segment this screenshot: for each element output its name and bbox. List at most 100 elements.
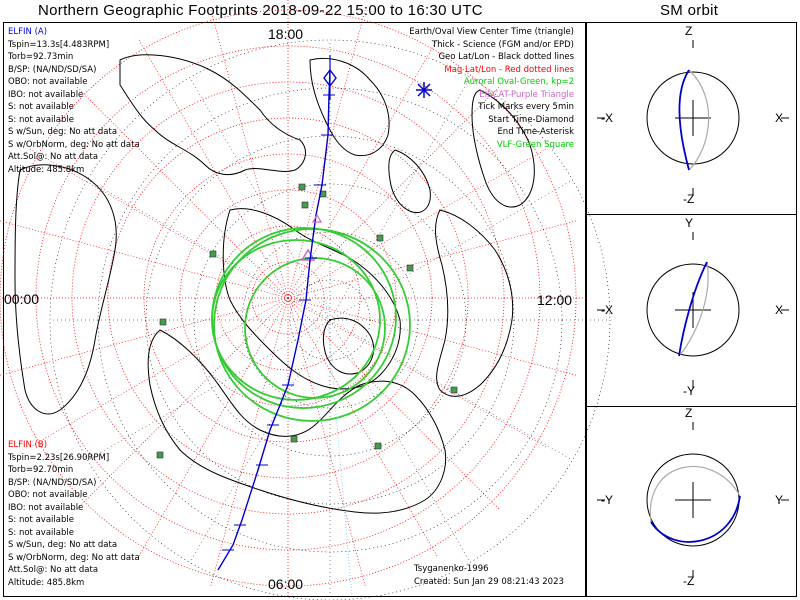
legend-entry: End Time-Asterisk xyxy=(497,127,574,137)
orbit-backside xyxy=(678,261,709,357)
elfin-a-info-line: IBO: not available xyxy=(8,89,84,100)
end-asterisk xyxy=(416,82,432,98)
mag-lon-line xyxy=(137,38,289,299)
geo-lon-line xyxy=(189,319,331,563)
geo-lon-line xyxy=(329,179,573,321)
elfin-a-info-line: Att.Sol@: No att data xyxy=(8,152,99,162)
elfin-a-info-line: S: not available xyxy=(8,114,74,125)
vlf-square xyxy=(374,442,382,450)
elfin-a-info-line: Tspin=13.3s[4.483RPM] xyxy=(8,39,110,50)
mag-lon-line xyxy=(287,297,439,558)
mlt-label-bottom: 06:00 xyxy=(268,576,304,592)
orbit-panel-1 xyxy=(597,40,789,196)
orbit-plots xyxy=(597,40,789,578)
orbit-frame-3 xyxy=(586,406,797,597)
track-ticks xyxy=(222,94,335,551)
mag-lon-line xyxy=(28,147,289,299)
mlt-label-right: 12:00 xyxy=(537,292,573,308)
landmass xyxy=(14,164,117,415)
landmass xyxy=(309,57,390,157)
landmass xyxy=(119,54,306,176)
mag-lon-line xyxy=(75,85,289,299)
orbit-axis-label-bottom: -Y xyxy=(683,384,695,398)
legend-entry: Start Time-Diamond xyxy=(488,114,574,125)
elfin-b-info-line: S w/Sun, deg: No att data xyxy=(8,540,118,550)
mlt-label-top: 18:00 xyxy=(268,26,304,42)
vlf-square xyxy=(159,318,167,326)
landmass xyxy=(435,209,514,397)
geo-lon-line xyxy=(87,179,331,321)
elfin-a-header: ELFIN (A) xyxy=(8,27,48,37)
vlf-square xyxy=(376,234,384,242)
mag-lon-line xyxy=(287,297,578,376)
orbit-panel-3 xyxy=(597,422,789,578)
mag-lon-line xyxy=(28,297,289,449)
elfin-b-info-line: S: not available xyxy=(8,515,74,525)
vlf-square xyxy=(450,386,458,394)
elfin-a-info-line: Torb=92.73min xyxy=(8,52,74,62)
legend-entry: EISCAT-Purple Triangle xyxy=(479,89,574,100)
elfin-b-info-line: S w/OrbNorm, deg: No att data xyxy=(8,552,140,563)
mag-lon-line xyxy=(287,297,366,588)
auroral-oval-mid xyxy=(211,239,381,401)
elfin-a-track xyxy=(217,69,331,571)
elfin-b-info-line: B/SP: (NA/ND/SD/SA) xyxy=(8,477,97,488)
mag-lon-line xyxy=(287,147,548,299)
geo-lon-line xyxy=(87,319,331,461)
orbit-track xyxy=(650,495,741,543)
geo-lon-line xyxy=(329,319,471,563)
legend-entry: Geo Lat/Lon - Black dotted lines xyxy=(438,52,574,62)
mag-lon-line xyxy=(287,8,366,299)
earth-circle xyxy=(646,263,740,357)
mag-lon-line xyxy=(287,297,501,511)
map-frame xyxy=(3,22,586,597)
auroral-oval-poleward-2 xyxy=(211,227,397,409)
orbit-axis-label-bottom: -Z xyxy=(683,192,695,206)
legend: Earth/Oval View Center Time (triangle) Th… xyxy=(409,26,574,151)
legend-entry: Auroral Oval-Green, kp=2 xyxy=(463,77,574,87)
mag-lon-line xyxy=(0,297,289,376)
orbit-panel-2 xyxy=(597,232,789,388)
view-center-triangle xyxy=(311,213,323,223)
elfin-b-info-line: IBO: not available xyxy=(8,502,84,513)
polar-map xyxy=(0,0,611,600)
elfin-a-info-line: S w/OrbNorm, deg: No att data xyxy=(8,139,140,150)
orbit-backside xyxy=(649,465,741,523)
orbit-axis-label-top: Y xyxy=(685,216,694,230)
auroral-oval xyxy=(211,227,411,422)
landmass xyxy=(222,208,401,390)
orbit-axis-label-top: Z xyxy=(685,24,693,38)
elfin-b-header: ELFIN (B) xyxy=(8,440,48,450)
elfin-b-info-line: Torb=92.70min xyxy=(8,465,74,475)
vlf-stations xyxy=(156,183,458,459)
elfin-a-info-line: OBO: not available xyxy=(8,77,88,87)
orbit-track xyxy=(678,69,690,171)
orbit-backside xyxy=(688,69,710,171)
geo-lat-circle xyxy=(49,39,611,600)
orbit-axis-label-right: X xyxy=(775,111,784,125)
orbit-axis-label-left: -X xyxy=(601,111,613,125)
elfin-b-info: ELFIN (B) Tspin=2.23s[26.90RPM] Torb=92.7… xyxy=(8,439,140,589)
legend-entry: VLF-Green Square xyxy=(496,139,574,150)
landmass xyxy=(147,329,447,514)
elfin-a-info-line: S: not available xyxy=(8,102,74,112)
elfin-b-info-line: Altitude: 485.8km xyxy=(8,577,85,588)
orbit-axis-label-top: Z xyxy=(685,406,693,420)
mag-lon-line xyxy=(75,297,289,511)
orbit-axis-label-left: -Y xyxy=(601,493,613,507)
elfin-a-info: ELFIN (A) Tspin=13.3s[4.483RPM] Torb=92.7… xyxy=(8,26,140,176)
elfin-a-info-line: Altitude: 485.8km xyxy=(8,164,85,175)
vlf-square xyxy=(298,183,306,191)
mag-lon-line xyxy=(287,38,439,299)
elfin-b-info-line: S: not available xyxy=(8,527,74,538)
legend-entry: Mag Lat/Lon - Red dotted lines xyxy=(444,64,574,75)
landmass xyxy=(388,149,431,214)
mag-lon-line xyxy=(210,297,289,588)
orbit-title: SM orbit xyxy=(660,2,719,19)
elfin-a-info-line: B/SP: (NA/ND/SD/SA) xyxy=(8,64,97,75)
model-credit: Tsyganenko-1996 xyxy=(414,564,489,574)
vlf-square xyxy=(290,435,298,443)
created-timestamp: Created: Sun Jan 29 08:21:43 2023 xyxy=(414,577,564,587)
vlf-square xyxy=(156,451,164,459)
